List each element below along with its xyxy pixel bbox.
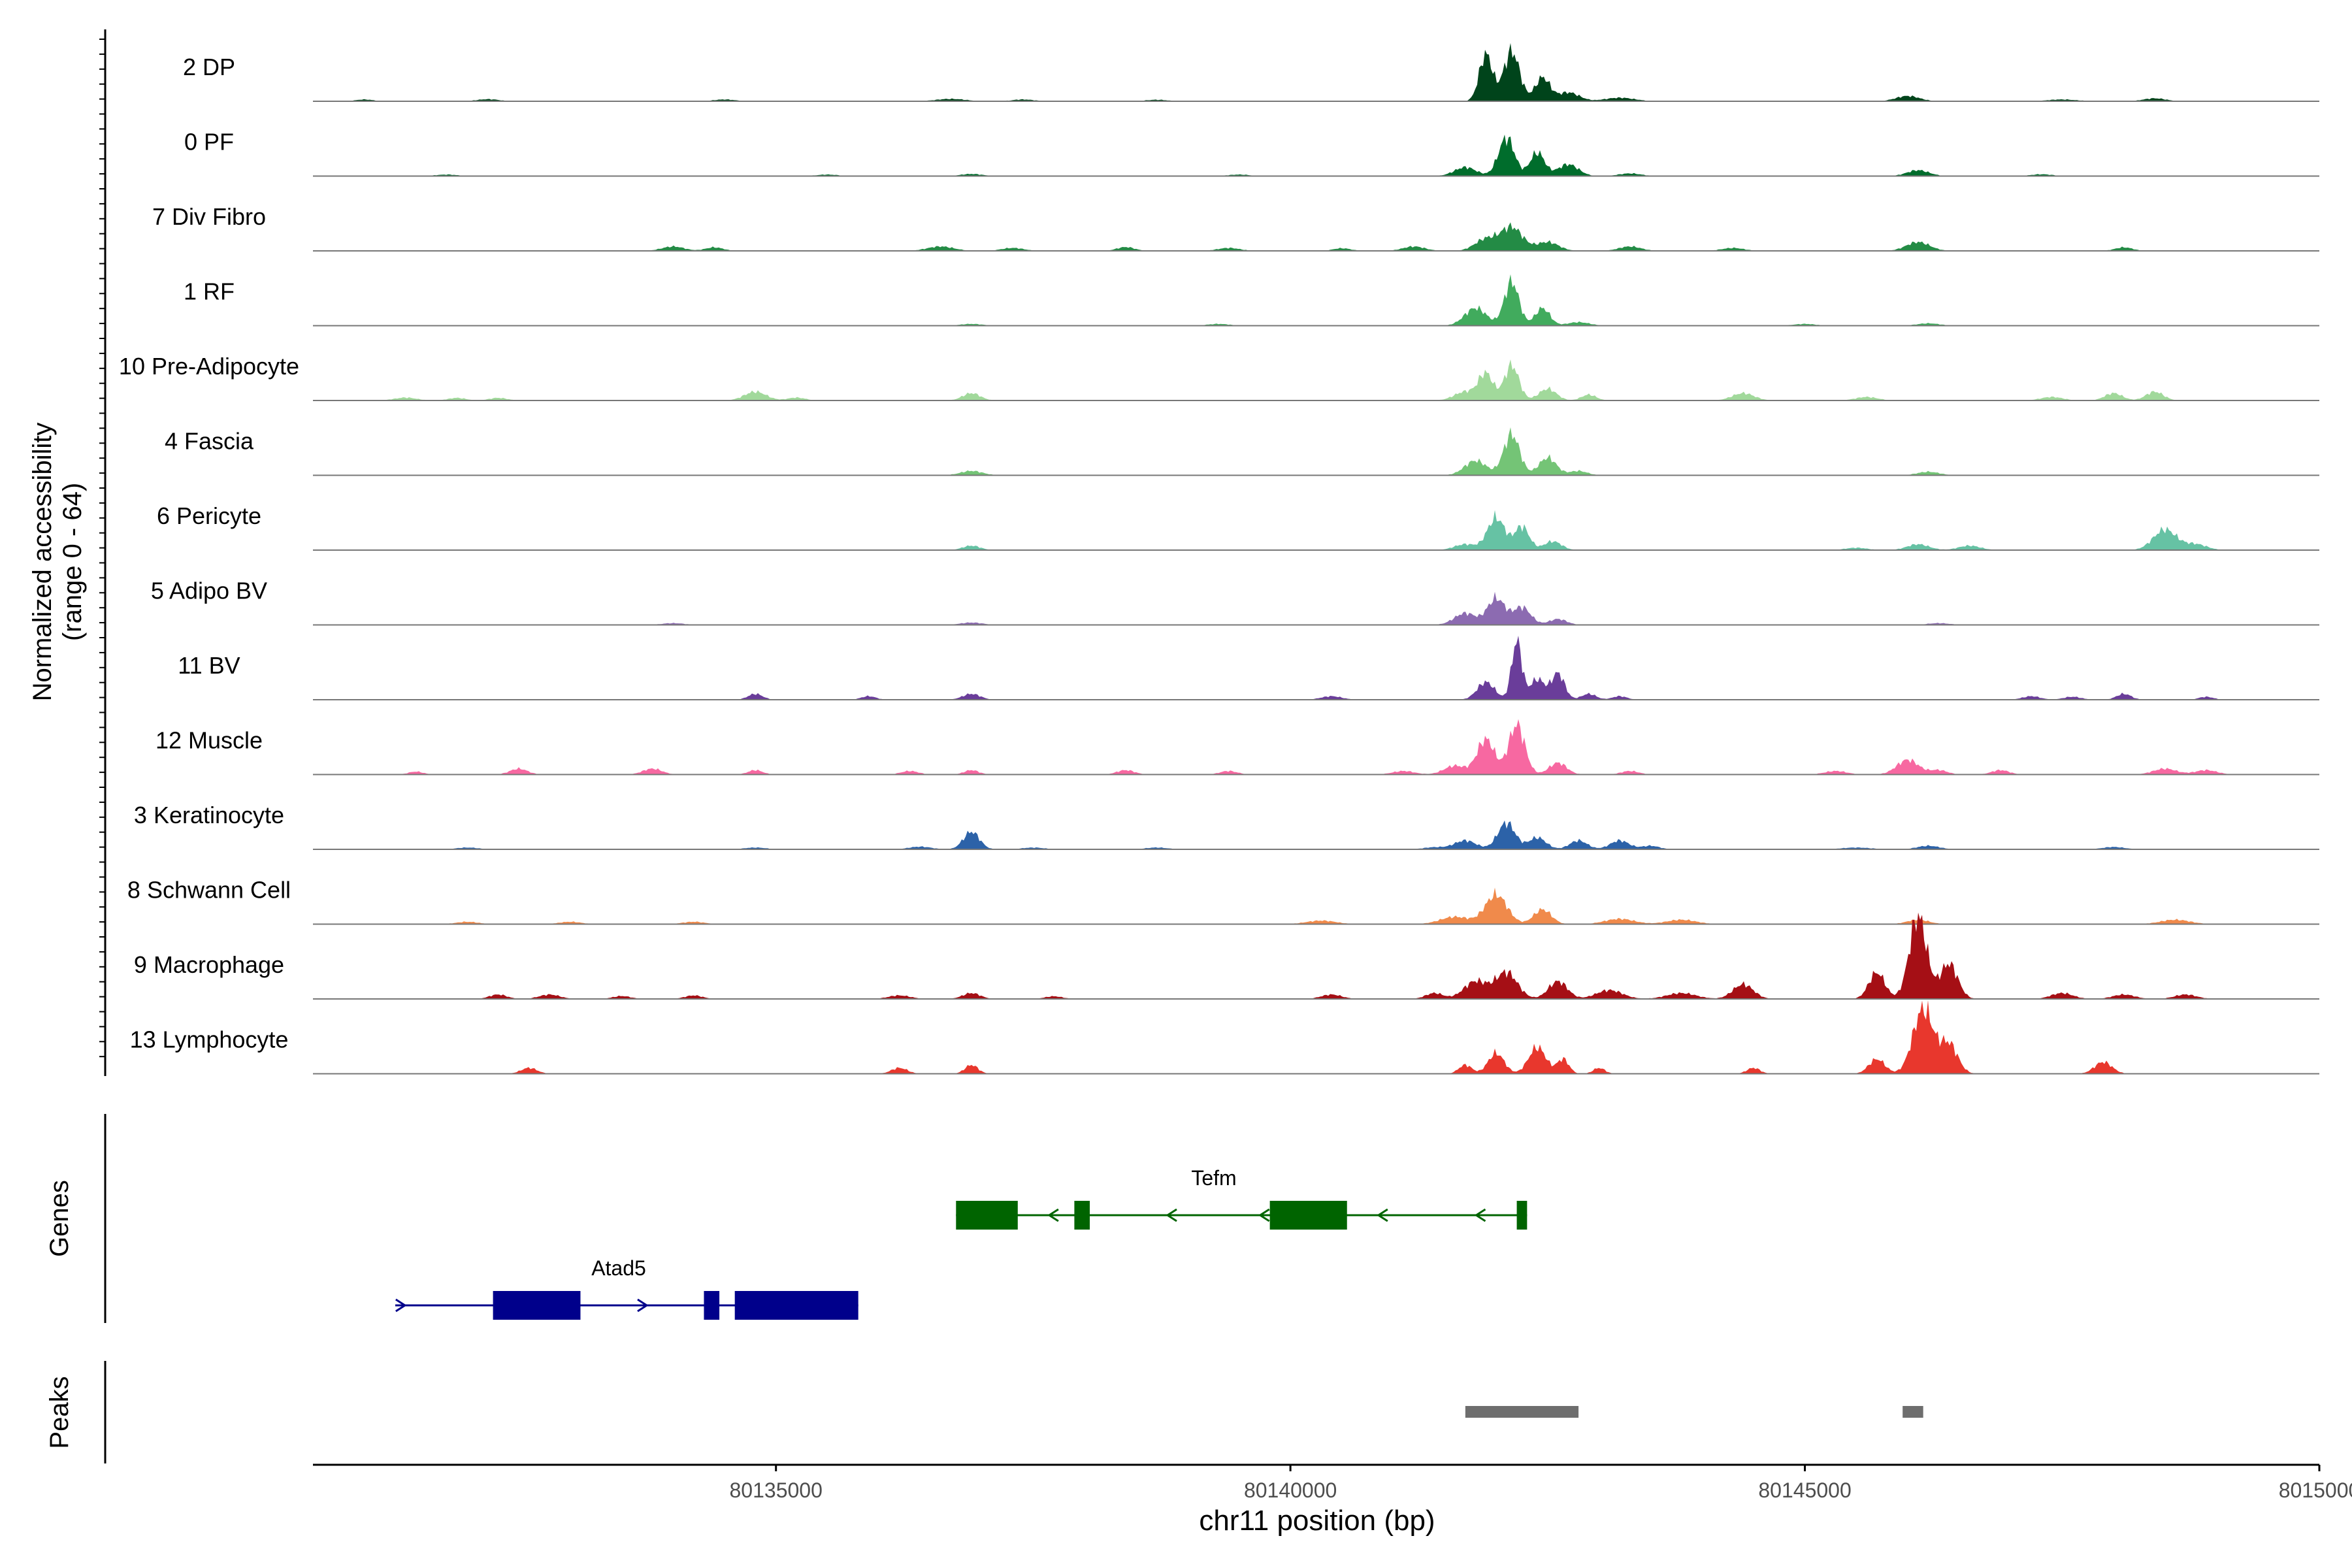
- track-signal: [313, 591, 2319, 625]
- track-10-pre-adipocyte: 10 Pre-Adipocyte: [119, 353, 2319, 401]
- track-3-keratinocyte: 3 Keratinocyte: [134, 802, 2319, 850]
- peak-region: [1903, 1406, 1923, 1418]
- track-signal: [313, 135, 2319, 176]
- gene-name: Tefm: [1191, 1166, 1236, 1190]
- gene-exon: [1074, 1201, 1090, 1230]
- strand-arrow: [1377, 1208, 1388, 1222]
- gene-annotations: Tefm Atad5: [395, 1166, 1527, 1320]
- track-label: 11 BV: [178, 652, 240, 679]
- track-signal: [313, 274, 2319, 326]
- track-signal: [313, 1000, 2319, 1074]
- track-signal: [313, 887, 2319, 924]
- track-signal: [313, 912, 2319, 999]
- track-4-fascia: 4 Fascia: [165, 427, 2319, 476]
- track-signal: [313, 820, 2319, 849]
- track-signal: [313, 42, 2319, 101]
- track-label: 9 Macrophage: [134, 951, 284, 978]
- track-signal: [313, 427, 2319, 476]
- track-label: 7 Div Fibro: [152, 203, 266, 230]
- track-label: 2 DP: [183, 54, 235, 80]
- gene-exon: [734, 1291, 858, 1320]
- peak-region: [1465, 1406, 1579, 1418]
- y-axis-range-label: (range 0 - 64): [58, 483, 87, 641]
- track-1-rf: 1 RF: [184, 274, 2319, 327]
- peaks-panel-label: Peaks: [45, 1376, 74, 1448]
- track-0-pf: 0 PF: [184, 129, 2319, 177]
- track-label: 4 Fascia: [165, 428, 254, 455]
- gene-exon: [956, 1201, 1018, 1230]
- x-axis-label: chr11 position (bp): [1199, 1505, 1435, 1537]
- tracks-y-ticks: [99, 39, 105, 1058]
- gene-exon: [704, 1291, 720, 1320]
- track-signal: [313, 636, 2319, 700]
- strand-arrow: [1166, 1208, 1177, 1222]
- track-2-dp: 2 DP: [183, 42, 2319, 102]
- track-label: 1 RF: [184, 278, 235, 305]
- track-label: 13 Lymphocyte: [130, 1026, 289, 1053]
- track-signal: [313, 719, 2319, 775]
- track-7-div-fibro: 7 Div Fibro: [152, 203, 2319, 252]
- x-tick-label: 80140000: [1244, 1478, 1337, 1502]
- peak-regions: [1465, 1406, 1923, 1418]
- strand-arrow: [395, 1298, 407, 1313]
- track-signal: [313, 359, 2319, 400]
- track-label: 8 Schwann Cell: [127, 877, 291, 904]
- x-axis-ticks: 80135000 80140000 80145000 8015000: [730, 1465, 2352, 1502]
- y-axis-label: Normalized accessibility: [28, 423, 57, 702]
- track-label: 6 Pericyte: [157, 502, 261, 529]
- track-label: 5 Adipo BV: [151, 578, 267, 604]
- strand-arrow: [1047, 1208, 1059, 1222]
- track-12-muscle: 12 Muscle: [155, 719, 2319, 776]
- track-signal: [313, 510, 2319, 550]
- track-8-schwann-cell: 8 Schwann Cell: [127, 877, 2319, 925]
- gene-name: Atad5: [591, 1256, 646, 1280]
- track-label: 3 Keratinocyte: [134, 802, 284, 828]
- track-label: 12 Muscle: [155, 727, 263, 754]
- strand-arrow: [1258, 1208, 1270, 1222]
- track-label: 0 PF: [184, 129, 234, 155]
- gene-exon: [1516, 1201, 1527, 1230]
- track-13-lymphocyte: 13 Lymphocyte: [130, 1000, 2319, 1075]
- track-9-macrophage: 9 Macrophage: [134, 912, 2319, 1000]
- gene-exon: [493, 1291, 581, 1320]
- strand-arrow: [1474, 1208, 1486, 1222]
- track-label: 10 Pre-Adipocyte: [119, 353, 299, 380]
- coverage-tracks: 2 DP 0 PF 7 Div Fibro 1 RF 10 Pre-Adipocyte 4…: [119, 42, 2319, 1075]
- genes-panel-label: Genes: [45, 1180, 74, 1257]
- track-5-adipo-bv: 5 Adipo BV: [151, 578, 2319, 626]
- track-6-pericyte: 6 Pericyte: [157, 502, 2319, 551]
- track-signal: [313, 222, 2319, 251]
- gene-tefm: Tefm: [956, 1166, 1527, 1230]
- strand-arrow: [637, 1298, 649, 1313]
- x-tick-label: 80135000: [730, 1478, 823, 1502]
- x-tick-label: 80145000: [1758, 1478, 1851, 1502]
- track-11-bv: 11 BV: [178, 636, 2319, 700]
- gene-exon: [1269, 1201, 1347, 1230]
- gene-atad5: Atad5: [395, 1256, 858, 1320]
- x-tick-label: 8015000: [2279, 1478, 2352, 1502]
